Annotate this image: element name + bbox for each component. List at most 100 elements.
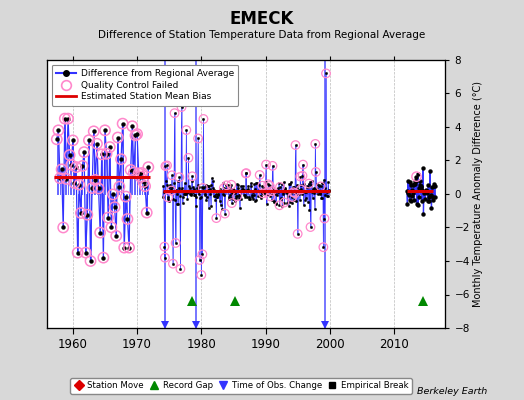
Point	[289, 189, 298, 196]
Point	[293, 231, 302, 237]
Point	[62, 176, 71, 182]
Point	[73, 250, 82, 256]
Point	[288, 194, 297, 200]
Point	[93, 140, 101, 147]
Point	[126, 167, 135, 173]
Point	[264, 181, 272, 188]
Point	[221, 210, 229, 217]
Point	[163, 162, 171, 169]
Point	[164, 194, 172, 201]
Point	[109, 191, 117, 198]
Point	[56, 175, 64, 181]
Point	[227, 182, 235, 188]
Point	[117, 156, 125, 162]
Point	[199, 116, 208, 122]
Point	[188, 173, 196, 180]
Point	[143, 209, 151, 216]
Point	[412, 174, 421, 180]
Point	[59, 224, 68, 231]
Point	[267, 188, 276, 194]
Point	[123, 216, 132, 222]
Point	[122, 193, 130, 200]
Point	[220, 185, 228, 191]
Point	[167, 187, 176, 194]
Point	[242, 170, 250, 177]
Point	[297, 186, 305, 193]
Point	[161, 254, 169, 261]
Point	[291, 142, 300, 148]
Point	[83, 212, 92, 218]
Point	[222, 182, 231, 188]
Point	[118, 120, 127, 127]
Point	[296, 173, 304, 180]
Point	[66, 152, 74, 158]
Point	[64, 116, 72, 122]
Point	[276, 184, 284, 190]
Point	[136, 173, 145, 180]
Point	[61, 116, 69, 122]
Point	[194, 135, 202, 142]
Point	[120, 244, 128, 251]
Point	[86, 258, 95, 264]
Point	[184, 155, 193, 161]
Point	[177, 104, 185, 110]
Point	[169, 260, 177, 267]
Point	[69, 137, 77, 144]
Point	[135, 170, 143, 176]
Point	[115, 184, 124, 190]
Point	[133, 131, 141, 137]
Point	[129, 170, 138, 176]
Point	[299, 162, 307, 168]
Point	[268, 163, 277, 169]
Legend: Station Move, Record Gap, Time of Obs. Change, Empirical Break: Station Move, Record Gap, Time of Obs. C…	[70, 378, 412, 394]
Point	[80, 149, 88, 155]
Point	[266, 193, 275, 200]
Point	[322, 70, 330, 76]
Point	[312, 169, 320, 175]
Text: Berkeley Earth: Berkeley Earth	[417, 387, 487, 396]
Point	[233, 193, 242, 200]
Point	[307, 224, 315, 230]
Point	[91, 177, 100, 183]
Text: Difference of Station Temperature Data from Regional Average: Difference of Station Temperature Data f…	[99, 30, 425, 40]
Point	[111, 204, 119, 210]
Point	[262, 161, 270, 168]
Point	[291, 190, 299, 196]
Point	[298, 172, 307, 179]
Point	[161, 163, 170, 169]
Point	[256, 172, 264, 178]
Point	[102, 150, 111, 157]
Point	[99, 254, 107, 261]
Point	[171, 240, 180, 246]
Point	[107, 224, 116, 230]
Point	[125, 244, 133, 251]
Point	[316, 183, 325, 190]
Point	[82, 250, 90, 256]
Point	[138, 170, 146, 176]
Legend: Difference from Regional Average, Quality Control Failed, Estimated Station Mean: Difference from Regional Average, Qualit…	[52, 64, 238, 106]
Point	[160, 244, 169, 250]
Point	[139, 179, 148, 185]
Point	[144, 164, 152, 170]
Point	[85, 137, 93, 144]
Point	[94, 185, 103, 192]
Point	[128, 123, 136, 130]
Point	[77, 210, 85, 216]
Point	[227, 200, 236, 206]
Point	[88, 185, 96, 191]
Point	[104, 214, 112, 221]
Point	[106, 144, 114, 150]
Point	[114, 134, 122, 141]
Point	[182, 127, 191, 133]
Point	[320, 215, 329, 222]
Y-axis label: Monthly Temperature Anomaly Difference (°C): Monthly Temperature Anomaly Difference (…	[473, 81, 483, 307]
Point	[96, 229, 104, 236]
Point	[311, 141, 320, 147]
Point	[195, 257, 204, 263]
Point	[266, 183, 274, 189]
Point	[199, 185, 207, 191]
Point	[78, 163, 86, 169]
Point	[54, 127, 62, 134]
Point	[72, 164, 80, 170]
Point	[132, 132, 140, 138]
